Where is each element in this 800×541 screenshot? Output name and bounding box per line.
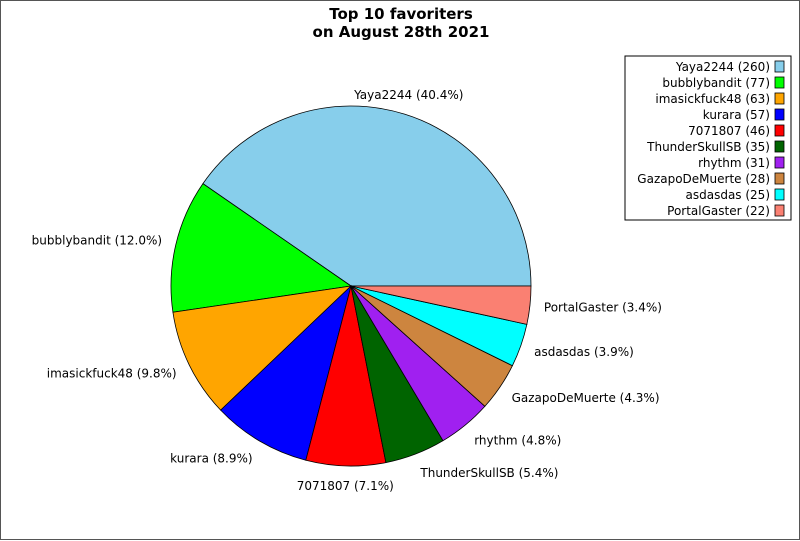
legend-box	[624, 55, 792, 221]
legend-swatch-GazapoDeMuerte	[774, 172, 785, 185]
legend-swatch-7071807	[774, 124, 785, 137]
pie-slice-PortalGaster	[350, 285, 532, 325]
legend-swatch-Yaya2244	[774, 60, 785, 73]
legend-entry-7071807: 7071807 (46)	[688, 124, 770, 138]
slice-label-asdasdas: asdasdas (3.9%)	[534, 345, 634, 359]
legend-entry-rhythm: rhythm (31)	[698, 156, 770, 170]
legend-entry-bubblybandit: bubblybandit (77)	[662, 76, 770, 90]
legend-entry-ThunderSkullSB: ThunderSkullSB (35)	[646, 140, 770, 154]
slice-label-ThunderSkullSB: ThunderSkullSB (5.4%)	[419, 466, 558, 480]
legend-swatch-rhythm	[774, 156, 785, 169]
legend-entry-GazapoDeMuerte: GazapoDeMuerte (28)	[637, 172, 770, 186]
slice-label-bubblybandit: bubblybandit (12.0%)	[32, 234, 162, 248]
legend-entry-kurara: kurara (57)	[703, 108, 770, 122]
legend-entry-PortalGaster: PortalGaster (22)	[667, 204, 770, 218]
pie-slice-bubblybandit	[170, 183, 353, 313]
legend: Yaya2244 (260) bubblybandit (77) imasickfu…	[624, 55, 792, 221]
slice-label-GazapoDeMuerte: GazapoDeMuerte (4.3%)	[512, 391, 660, 405]
chart-title: Top 10 favoriters	[329, 5, 473, 23]
legend-swatch-ThunderSkullSB	[774, 140, 785, 153]
slice-label-kurara: kurara (8.9%)	[170, 451, 252, 465]
legend-swatch-asdasdas	[774, 188, 785, 201]
legend-swatch-imasickfuck48	[774, 92, 785, 105]
chart-subtitle: on August 28th 2021	[313, 23, 490, 41]
legend-swatch-bubblybandit	[774, 76, 785, 89]
slice-labels: Yaya2244 (40.4%) bubblybandit (12.0%) imas…	[32, 88, 662, 493]
pie-slices	[170, 105, 532, 467]
legend-entry-Yaya2244: Yaya2244 (260)	[675, 60, 770, 74]
pie-slice-Yaya2244	[202, 105, 532, 287]
pie-slice-imasickfuck48	[172, 285, 353, 411]
slice-label-7071807: 7071807 (7.1%)	[297, 479, 394, 493]
legend-entry-imasickfuck48: imasickfuck48 (63)	[655, 92, 770, 106]
legend-entry-asdasdas: asdasdas (25)	[686, 188, 771, 202]
pie-slice-kurara	[220, 284, 352, 461]
slice-label-PortalGaster: PortalGaster (3.4%)	[544, 300, 662, 314]
legend-swatch-PortalGaster	[774, 204, 785, 217]
slice-label-imasickfuck48: imasickfuck48 (9.8%)	[47, 367, 177, 381]
slice-label-Yaya2244: Yaya2244 (40.4%)	[353, 88, 463, 102]
legend-swatch-kurara	[774, 108, 785, 121]
slice-label-rhythm: rhythm (4.8%)	[474, 434, 561, 448]
